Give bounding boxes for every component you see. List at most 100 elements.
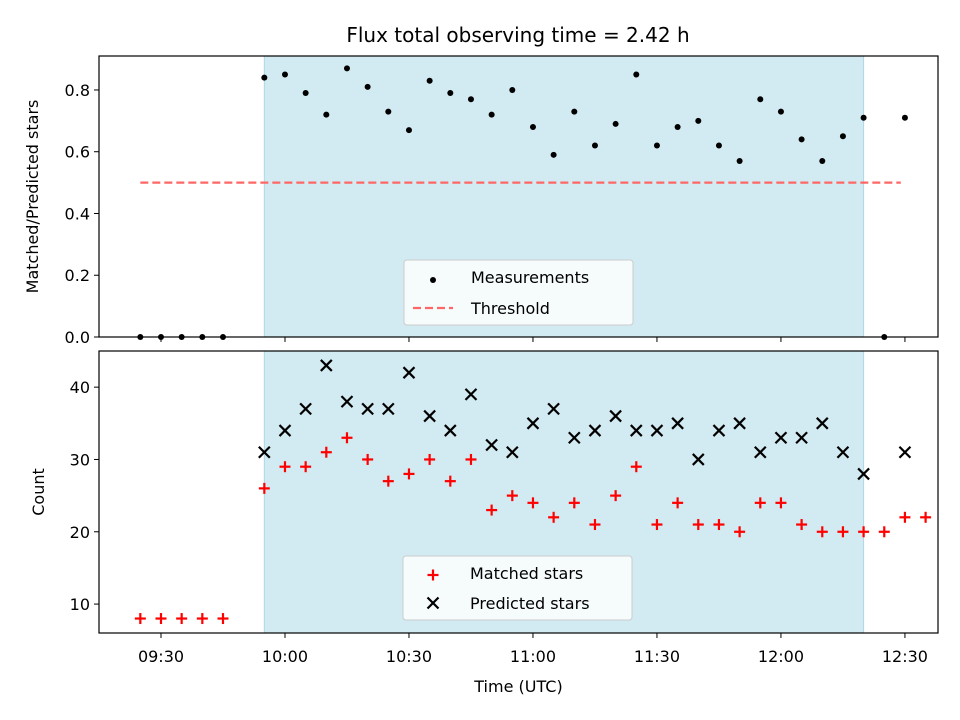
- predicted-star-point: [857, 467, 870, 481]
- bottom-y-axis-ticks: 10 20 30 40: [70, 378, 99, 614]
- predicted-star-point: [340, 395, 354, 408]
- matched-star-point: [878, 526, 890, 538]
- matched-star-point: [341, 432, 353, 444]
- matched-star-point: [651, 519, 663, 531]
- measurement-point: [509, 86, 516, 93]
- predicted-star-point: [815, 417, 829, 430]
- matched-star-point: [155, 613, 167, 625]
- top-legend-box: [403, 259, 634, 326]
- measurement-point: [736, 157, 743, 164]
- bottom-x-axis-ticks: 09:30 10:00 10:30 11:00 11:30 12:00 12:30: [138, 633, 928, 666]
- bottom-ytick-label: 30: [70, 450, 90, 469]
- measurement-point: [364, 83, 371, 90]
- measurement-point: [839, 133, 846, 140]
- matched-star-point: [858, 526, 870, 538]
- bottom-ytick-label: 40: [70, 378, 90, 397]
- top-ytick-label: 0.4: [65, 204, 90, 223]
- predicted-star-point: [650, 424, 664, 437]
- top-ytick-label: 0.6: [65, 143, 90, 162]
- top-plot-frame: [98, 55, 939, 338]
- bottom-ytick-label: 20: [70, 523, 90, 542]
- measurement-point: [653, 142, 660, 149]
- measurement-point: [550, 151, 557, 158]
- predicted-star-point: [278, 424, 292, 437]
- predicted-star-point: [671, 417, 684, 430]
- measurement-point: [302, 90, 309, 97]
- measurement-point: [798, 136, 805, 143]
- matched-star-point: [444, 475, 456, 487]
- measurement-point: [715, 142, 722, 149]
- matched-star-point: [258, 482, 270, 494]
- measurement-point: [819, 157, 826, 164]
- legend-predicted-label: Predicted stars: [470, 594, 590, 613]
- matched-star-point: [734, 526, 746, 538]
- bottom-plot-frame: [98, 350, 939, 634]
- measurement-point: [674, 124, 681, 131]
- measurement-point: [281, 71, 288, 78]
- matched-star-point: [403, 468, 415, 480]
- top-legend: Measurements Threshold: [403, 259, 634, 326]
- legend-measurements-marker: [430, 277, 436, 283]
- measurement-point: [343, 65, 350, 72]
- top-ytick-label: 0.0: [65, 328, 90, 347]
- xtick-label: 10:30: [386, 647, 432, 666]
- predicted-star-point: [795, 431, 808, 445]
- xtick-label: 09:30: [138, 647, 184, 666]
- top-ytick-label: 0.8: [65, 81, 90, 100]
- top-x-axis-ticks: [160, 337, 906, 342]
- predicted-star-point: [774, 431, 788, 445]
- bottom-ytick-label: 10: [70, 595, 90, 614]
- predicted-star-point: [402, 366, 416, 379]
- xtick-label: 12:00: [758, 647, 804, 666]
- legend-matched-marker-shape: [427, 569, 439, 581]
- matched-star-point: [196, 613, 208, 625]
- matched-star-point: [920, 511, 932, 523]
- bottom-panel: 10 20 30 40 09:30 10:00 10:30 11:00 11:30 12:00 1…: [29, 350, 939, 696]
- matched-star-point: [320, 446, 332, 458]
- matched-star-point: [589, 519, 601, 531]
- matched-star-point: [899, 511, 911, 523]
- measurement-point: [488, 111, 495, 118]
- measurement-point: [860, 114, 867, 121]
- top-panel: 0.00.20.40.60.8 Matched/Predicted stars …: [23, 55, 939, 347]
- matched-star-point: [279, 461, 291, 473]
- matched-star-point: [217, 613, 229, 625]
- x-axis-label: Time (UTC): [473, 677, 562, 696]
- matched-star-point: [424, 453, 436, 465]
- measurement-point: [633, 71, 640, 78]
- measurement-point: [447, 90, 454, 97]
- bottom-legend-box: [402, 555, 633, 621]
- matched-star-point: [548, 511, 560, 523]
- predicted-star-point: [464, 388, 478, 401]
- matched-star-point: [775, 497, 787, 509]
- matched-star-point: [506, 490, 518, 502]
- legend-predicted-marker: [426, 596, 440, 610]
- predicted-star-point: [712, 424, 726, 437]
- xtick-label: 10:00: [262, 647, 308, 666]
- matched-star-point: [176, 613, 188, 625]
- predicted-star-point: [630, 424, 643, 437]
- predicted-star-point: [609, 409, 622, 423]
- top-y-axis-ticks: 0.0 0.2 0.4 0.6 0.8: [65, 81, 99, 347]
- xtick-label: 11:00: [510, 647, 556, 666]
- predicted-star-point: [506, 445, 519, 459]
- predicted-star-point: [485, 438, 498, 452]
- measurement-point: [467, 96, 474, 103]
- measurement-point: [591, 142, 598, 149]
- matched-star-point: [692, 519, 704, 531]
- matched-star-point: [465, 453, 477, 465]
- predicted-star-point: [299, 402, 312, 416]
- measurement-point: [695, 117, 702, 124]
- matched-star-point: [300, 461, 312, 473]
- matched-star-point: [837, 526, 849, 538]
- predicted-stars-points: [258, 359, 912, 481]
- matched-star-point: [713, 519, 725, 531]
- matched-star-point: [672, 497, 684, 509]
- matched-star-point: [816, 526, 828, 538]
- chart-title: Flux total observing time = 2.42 h: [346, 23, 689, 47]
- measurement-points: [137, 65, 908, 340]
- measurement-point: [405, 127, 412, 134]
- predicted-star-point: [733, 417, 746, 430]
- legend-matched-marker: [427, 569, 439, 581]
